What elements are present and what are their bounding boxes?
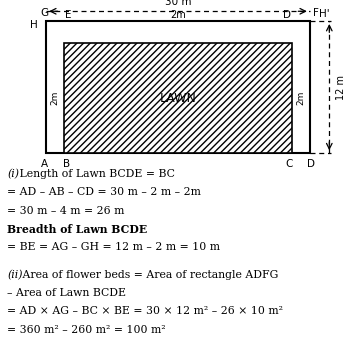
Bar bbox=[64, 43, 292, 153]
Text: H: H bbox=[30, 20, 37, 30]
Text: = AD – AB – CD = 30 m – 2 m – 2m: = AD – AB – CD = 30 m – 2 m – 2m bbox=[7, 187, 201, 197]
Text: Area of flower beds = Area of rectangle ADFG: Area of flower beds = Area of rectangle … bbox=[19, 270, 278, 279]
Text: E: E bbox=[65, 10, 72, 20]
Text: F: F bbox=[313, 8, 319, 18]
Text: = BE = AG – GH = 12 m – 2 m = 10 m: = BE = AG – GH = 12 m – 2 m = 10 m bbox=[7, 242, 220, 252]
Text: = 30 m – 4 m = 26 m: = 30 m – 4 m = 26 m bbox=[7, 206, 125, 215]
Text: H': H' bbox=[319, 10, 329, 19]
Text: Length of Lawn BCDE = BC: Length of Lawn BCDE = BC bbox=[16, 169, 174, 179]
Text: 30 m: 30 m bbox=[165, 0, 191, 7]
Text: 2m: 2m bbox=[170, 10, 186, 20]
Text: D: D bbox=[308, 159, 315, 169]
Bar bbox=[46, 21, 310, 153]
Text: 2m: 2m bbox=[297, 91, 305, 105]
Text: LAWN: LAWN bbox=[159, 92, 197, 105]
Text: Breadth of Lawn BCDE: Breadth of Lawn BCDE bbox=[7, 224, 147, 235]
Text: D: D bbox=[283, 10, 291, 20]
Text: 12 m: 12 m bbox=[336, 75, 346, 100]
Text: – Area of Lawn BCDE: – Area of Lawn BCDE bbox=[7, 288, 126, 298]
Text: (i): (i) bbox=[7, 169, 19, 179]
Text: G: G bbox=[41, 8, 48, 18]
Text: = 360 m² – 260 m² = 100 m²: = 360 m² – 260 m² = 100 m² bbox=[7, 325, 166, 334]
Text: 2m: 2m bbox=[51, 91, 59, 105]
Text: A: A bbox=[41, 159, 48, 169]
Text: C: C bbox=[286, 159, 293, 169]
Text: = AD × AG – BC × BE = 30 × 12 m² – 26 × 10 m²: = AD × AG – BC × BE = 30 × 12 m² – 26 × … bbox=[7, 306, 283, 316]
Text: B: B bbox=[63, 159, 70, 169]
Text: (ii): (ii) bbox=[7, 270, 23, 280]
